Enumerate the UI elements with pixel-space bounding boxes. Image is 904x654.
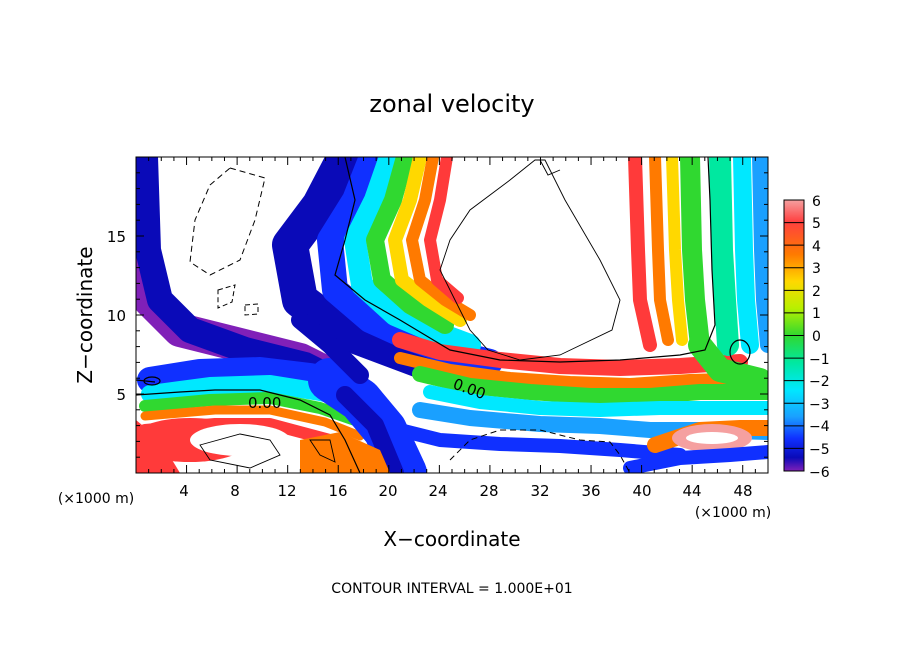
colorbar-tick-label: −1 [809,352,830,368]
colorbar-tick-label: 0 [812,329,821,345]
y-axis-label: Z−coordinate [73,246,97,383]
x-tick-marks [148,157,756,473]
x-tick-label: 24 [428,482,447,500]
contour-interval-note: CONTOUR INTERVAL = 1.000E+01 [331,581,572,597]
chart-title: zonal velocity [369,90,534,118]
x-axis: 4 8 12 16 20 24 28 32 36 40 44 48 (×1000… [148,157,771,551]
x-tick-label: 12 [277,482,296,500]
x-tick-label: 4 [179,482,189,500]
colorbar-tick-label: 6 [812,194,821,210]
x-axis-label: X−coordinate [383,527,520,551]
contour-label-left: 0.00 [248,394,281,412]
colorbar-tick-label: −6 [809,465,830,481]
y-tick-label: 10 [107,307,126,325]
colorbar-tick-label: −4 [809,419,830,435]
y-axis: 5 10 15 (×1000 m) Z−coordinate [58,172,768,507]
field-band-right-column [628,157,768,392]
x-tick-label: 28 [479,482,498,500]
x-unit-note: (×1000 m) [695,505,771,521]
x-tick-label: 16 [328,482,347,500]
field-band-right-bottom [623,420,768,473]
colorbar-tick-label: −3 [809,397,830,413]
field-contours [136,157,751,473]
colorbar-tick-label: −5 [809,442,830,458]
y-tick-label: 5 [116,386,126,404]
colorbar-tick-label: 2 [812,284,821,300]
field-band-funnel [291,311,427,473]
colorbar-tick-label: −2 [809,374,830,390]
colorbar-tick-label: 4 [812,239,821,255]
colorbar-tick-label: 5 [812,216,821,232]
x-tick-label: 40 [632,482,651,500]
velocity-field: 0.00 0.00 [136,157,768,473]
y-tick-marks [136,172,768,458]
colorbar-tick-label: 3 [812,261,821,277]
x-tick-label: 36 [581,482,600,500]
y-tick-label: 15 [107,228,126,246]
x-tick-label: 8 [230,482,240,500]
z-unit-note: (×1000 m) [58,491,134,507]
x-tick-label: 20 [378,482,397,500]
colorbar-tick-label: 1 [812,306,821,322]
x-tick-label: 48 [733,482,752,500]
x-tick-label: 32 [530,482,549,500]
field-band-lower-left [136,418,390,473]
x-tick-label: 44 [682,482,701,500]
colorbar: 6 5 4 3 2 1 0 −1 −2 −3 −4 −5 −6 [783,194,830,481]
colorbar-tick-marks [784,199,804,472]
